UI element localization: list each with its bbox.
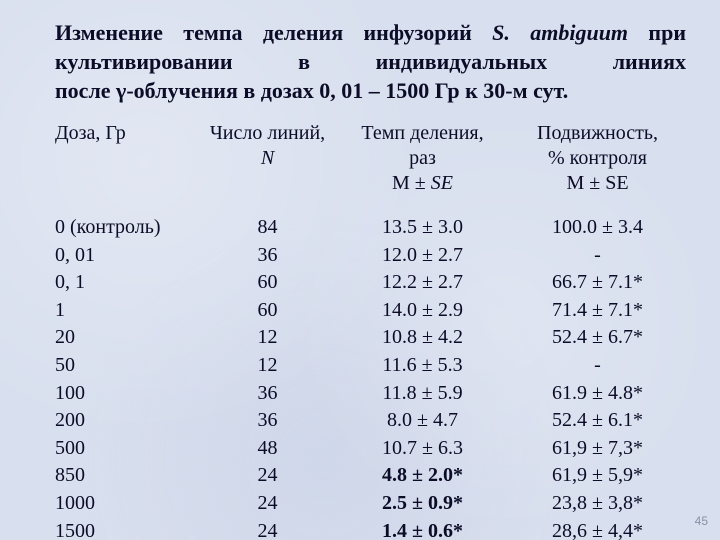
table-cell: 14.0 ± 2.9	[335, 297, 510, 325]
table-cell: -	[510, 352, 685, 380]
table-cell: 61,9 ± 5,9*	[510, 462, 685, 490]
data-table: Доза, Гр Число линий, N Темп деления, ра…	[55, 121, 686, 540]
header-rate-sub1: раз	[409, 147, 436, 169]
header-motility-sub2: M ± SE	[566, 172, 628, 194]
table-cell: 36	[200, 242, 335, 270]
header-rate-text: Темп деления,	[361, 122, 483, 144]
table-cell: 11.8 ± 5.9	[335, 380, 510, 408]
header-motility: Подвижность, % контроля M ± SE	[510, 121, 685, 214]
italic-e: E	[441, 172, 453, 194]
header-lines: Число линий, N	[200, 121, 335, 214]
table-cell: 60	[200, 297, 335, 325]
table-cell: 12.0 ± 2.7	[335, 242, 510, 270]
table-cell: 1	[55, 297, 200, 325]
table-cell: 48	[200, 435, 335, 463]
header-motility-text: Подвижность,	[537, 122, 658, 144]
header-lines-symbol: N	[261, 147, 274, 169]
header-rate-sub2: M ± SE	[392, 172, 453, 194]
table-cell: 0 (контроль)	[55, 214, 200, 242]
title-part1: Изменение темпа деления инфузорий	[55, 20, 492, 45]
table-cell: 61,9 ± 7,3*	[510, 435, 685, 463]
table-cell: 24	[200, 490, 335, 518]
page-number: 45	[695, 514, 708, 528]
table-cell: 12.2 ± 2.7	[335, 269, 510, 297]
table-cell: 28,6 ± 4,4*	[510, 518, 685, 540]
table-cell: 61.9 ± 4.8*	[510, 380, 685, 408]
table-cell: 52.4 ± 6.1*	[510, 407, 685, 435]
table-cell: 10.7 ± 6.3	[335, 435, 510, 463]
header-lines-text: Число линий,	[210, 122, 325, 144]
table-cell: 84	[200, 214, 335, 242]
table-cell: -	[510, 242, 685, 270]
table-cell: 200	[55, 407, 200, 435]
header-dose: Доза, Гр	[55, 121, 200, 214]
slide-container: Изменение темпа деления инфузорий S. amb…	[0, 0, 720, 540]
table-cell: 24	[200, 462, 335, 490]
table-cell: 20	[55, 324, 200, 352]
table-cell: 12	[200, 324, 335, 352]
table-cell: 8.0 ± 4.7	[335, 407, 510, 435]
table-cell: 850	[55, 462, 200, 490]
table-cell: 100.0 ± 3.4	[510, 214, 685, 242]
table-cell: 12	[200, 352, 335, 380]
title-part3: после γ-облучения в дозах 0, 01 – 1500 Г…	[55, 76, 686, 105]
table-cell: 52.4 ± 6.7*	[510, 324, 685, 352]
table-cell: 50	[55, 352, 200, 380]
table-cell: 10.8 ± 4.2	[335, 324, 510, 352]
column-lines: 843660601212363648242424	[200, 214, 335, 540]
table-cell: 13.5 ± 3.0	[335, 214, 510, 242]
table-cell: 0, 1	[55, 269, 200, 297]
column-dose: 0 (контроль)0, 010, 11205010020050085010…	[55, 214, 200, 540]
header-rate: Темп деления, раз M ± SE	[335, 121, 510, 214]
table-cell: 23,8 ± 3,8*	[510, 490, 685, 518]
column-motility: 100.0 ± 3.4-66.7 ± 7.1*71.4 ± 7.1*52.4 ±…	[510, 214, 685, 540]
table-cell: 2.5 ± 0.9*	[335, 490, 510, 518]
italic-s: S	[431, 172, 441, 194]
header-dose-text: Доза, Гр	[55, 122, 126, 144]
table-cell: 500	[55, 435, 200, 463]
table-cell: 36	[200, 407, 335, 435]
table-cell: 100	[55, 380, 200, 408]
slide-title: Изменение темпа деления инфузорий S. amb…	[55, 18, 686, 105]
table-cell: 66.7 ± 7.1*	[510, 269, 685, 297]
column-rate: 13.5 ± 3.012.0 ± 2.712.2 ± 2.714.0 ± 2.9…	[335, 214, 510, 540]
table-cell: 0, 01	[55, 242, 200, 270]
table-cell: 24	[200, 518, 335, 540]
table-cell: 1000	[55, 490, 200, 518]
table-cell: 71.4 ± 7.1*	[510, 297, 685, 325]
table-cell: 60	[200, 269, 335, 297]
table-cell: 1500	[55, 518, 200, 540]
table-cell: 4.8 ± 2.0*	[335, 462, 510, 490]
title-species: S. ambiguum	[492, 20, 628, 45]
table-cell: 1.4 ± 0.6*	[335, 518, 510, 540]
table-cell: 11.6 ± 5.3	[335, 352, 510, 380]
header-motility-sub1: % контроля	[548, 147, 647, 169]
table-cell: 36	[200, 380, 335, 408]
